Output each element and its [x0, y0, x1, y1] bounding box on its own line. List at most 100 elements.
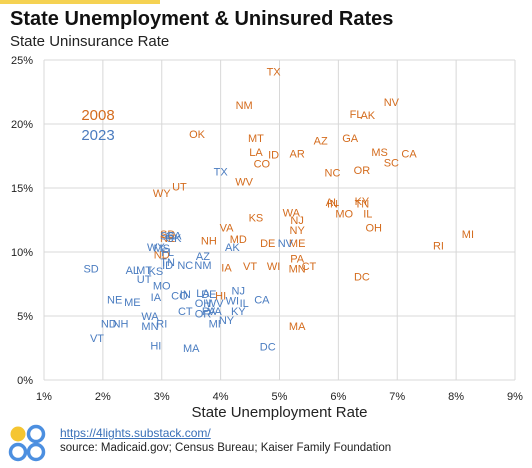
data-point-2023-fl: FL: [161, 247, 174, 259]
data-point-2008-vt: VT: [243, 261, 257, 273]
data-point-2008-la: LA: [249, 147, 263, 159]
data-point-2023-ny: NY: [219, 315, 235, 327]
data-point-2023-nj: NJ: [232, 285, 245, 297]
data-point-2023-ct: CT: [178, 306, 193, 318]
logo-dot-bottom-left: [8, 442, 28, 462]
data-point-2008-va: VA: [220, 223, 235, 235]
data-point-2023-al: AL: [126, 265, 139, 277]
scatter-chart: 1% 2% 3% 4% 5% 6% 7% 8% 9% 0% 5% 10% 15% 20% 25% State …: [11, 55, 523, 420]
y-tick-label: 15%: [11, 183, 33, 195]
data-point-2008-oh: OH: [365, 223, 382, 235]
data-point-2008-ky: KY: [355, 196, 370, 208]
data-point-2008-dc: DC: [354, 271, 370, 283]
data-point-2008-ms: MS: [371, 147, 388, 159]
data-point-2023-il: IL: [240, 298, 249, 310]
data-point-2023-co: CO: [171, 291, 188, 303]
data-point-2023-sd: SD: [83, 264, 98, 276]
data-point-2023-mt: MT: [136, 265, 152, 277]
data-point-2023-ms: MS: [154, 243, 171, 255]
source-link[interactable]: https://4lights.substack.com/: [60, 426, 211, 440]
data-point-2008-de: DE: [260, 238, 275, 250]
data-point-2023-de: DE: [201, 289, 216, 301]
x-tick-label: 3%: [154, 391, 170, 403]
data-point-2008-md: MD: [230, 234, 247, 246]
data-point-2008-nj: NJ: [290, 215, 303, 227]
logo-dot-bottom-right: [26, 442, 46, 462]
data-point-2008-fl: FL: [350, 109, 363, 121]
legend-label-2008: 2008: [81, 107, 114, 124]
x-tick-label: 9%: [507, 391, 523, 403]
x-tick-label: 6%: [330, 391, 346, 403]
x-tick-label: 5%: [272, 391, 288, 403]
data-point-2008-wy: WY: [153, 188, 171, 200]
x-tick-label: 4%: [213, 391, 229, 403]
data-point-2008-il: IL: [363, 209, 372, 221]
data-point-2023-mi: MI: [209, 319, 221, 331]
data-point-2023-ia: IA: [151, 292, 162, 304]
data-point-2023-ne: NE: [107, 294, 122, 306]
data-point-2023-nm: NM: [194, 260, 211, 272]
data-point-2008-nv: NV: [384, 97, 400, 109]
data-point-2023-dc: DC: [260, 342, 276, 354]
data-point-2008-ny: NY: [290, 225, 306, 237]
4lights-logo-icon: [8, 424, 46, 462]
data-point-2023-ak: AK: [225, 242, 240, 254]
data-point-2023-ca: CA: [254, 294, 270, 306]
data-point-2023-wv: WV: [206, 298, 224, 310]
data-point-2008-tn: TN: [355, 198, 370, 210]
data-point-2008-ia: IA: [221, 262, 232, 274]
data-point-2008-tx: TX: [267, 67, 282, 79]
data-point-2008-id: ID: [268, 150, 279, 162]
source-note: source: Madicaid.gov; Census Bureau; Kai…: [60, 442, 392, 454]
data-point-2023-nv: NV: [278, 238, 294, 250]
top-accent-bar: [0, 0, 160, 4]
data-point-2008-wa: WA: [283, 207, 301, 219]
data-point-2023-tx: TX: [214, 166, 229, 178]
data-point-2008-mi: MI: [462, 229, 474, 241]
data-point-2008-or: OR: [354, 165, 371, 177]
data-point-2023-ky: KY: [231, 306, 246, 318]
data-point-2008-ca: CA: [401, 148, 417, 160]
data-point-2023-ok: OK: [166, 233, 183, 245]
data-point-2023-wy: WY: [147, 242, 165, 254]
data-point-2008-wv: WV: [235, 177, 253, 189]
data-point-2023-az: AZ: [196, 251, 210, 263]
data-point-2008-ga: GA: [342, 133, 359, 145]
data-point-2008-in: IN: [327, 198, 338, 210]
data-point-2008-mo: MO: [335, 209, 353, 221]
data-point-2008-ks: KS: [249, 212, 264, 224]
x-tick-label: 7%: [389, 391, 405, 403]
data-point-2008-sc: SC: [384, 157, 399, 169]
data-point-2008-nm: NM: [236, 100, 253, 112]
y-tick-label: 10%: [11, 247, 33, 259]
data-point-2023-ut: UT: [137, 274, 152, 286]
data-point-2023-hi: HI: [150, 340, 161, 352]
data-point-2023-va: VA: [208, 306, 223, 318]
logo-dot-top-right: [26, 424, 46, 444]
data-point-2008-ar: AR: [290, 148, 305, 160]
data-point-2008-ma: MA: [289, 321, 306, 333]
data-point-2023-ma: MA: [183, 343, 200, 355]
data-point-2008-nc: NC: [325, 168, 341, 180]
data-point-2023-nd: ND: [101, 319, 117, 331]
data-point-2023-wi: WI: [226, 296, 239, 308]
data-point-2008-mn: MN: [289, 264, 306, 276]
data-point-2023-la: LA: [196, 288, 210, 300]
data-point-2008-nh: NH: [201, 235, 217, 247]
data-point-2008-ok: OK: [189, 129, 206, 141]
x-tick-label: 1%: [36, 391, 52, 403]
x-axis-title: State Unemployment Rate: [192, 404, 368, 420]
legend-label-2023: 2023: [81, 127, 114, 144]
data-point-2008-ct: CT: [302, 261, 317, 273]
data-point-2023-in: IN: [180, 289, 191, 301]
data-point-2023-ks: KS: [149, 266, 164, 278]
y-axis-title: State Uninsurance Rate: [10, 33, 170, 50]
data-point-2008-hi: HI: [215, 291, 226, 303]
x-tick-label: 8%: [448, 391, 464, 403]
data-point-2023-vt: VT: [90, 333, 104, 345]
data-point-2008-co: CO: [254, 159, 271, 171]
data-point-2023-tn: TN: [160, 257, 175, 269]
data-point-2023-me: ME: [124, 297, 141, 309]
data-point-2008-nd: ND: [154, 250, 170, 262]
y-tick-label: 25%: [11, 55, 33, 67]
